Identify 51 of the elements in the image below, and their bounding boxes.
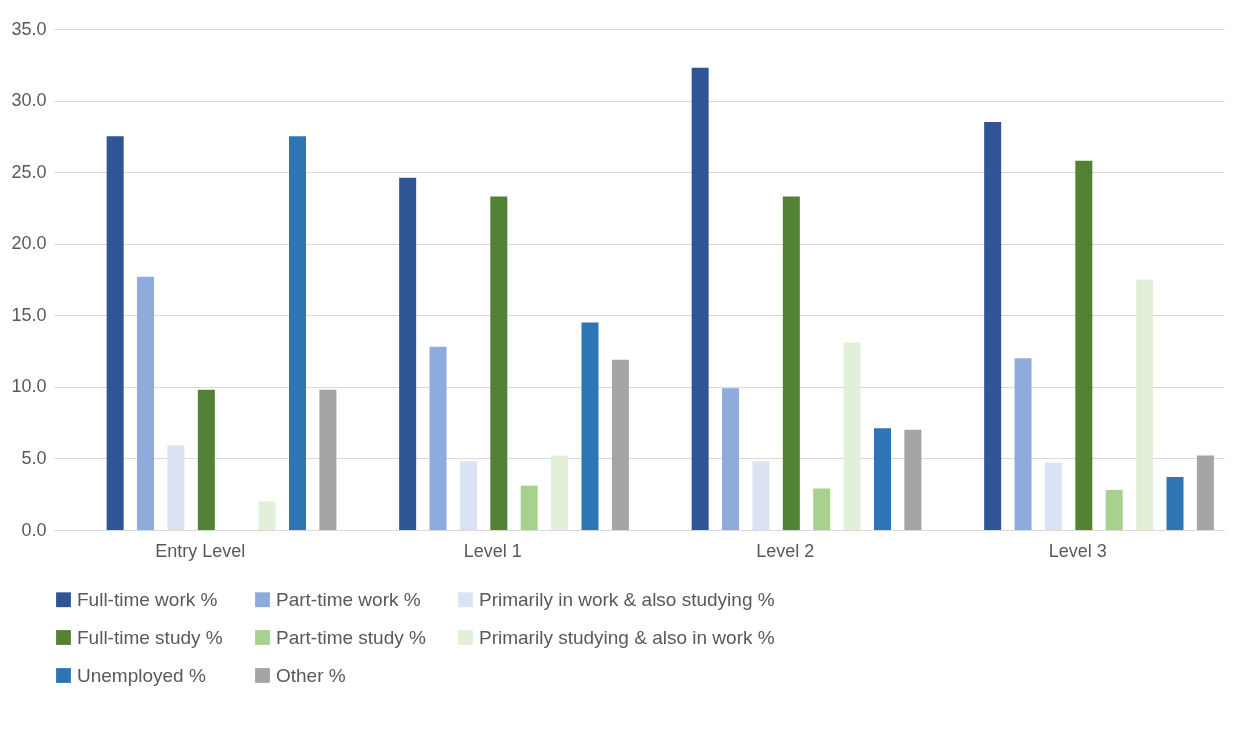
bar — [984, 122, 1002, 530]
bar — [813, 488, 831, 530]
x-tick-label: Entry Level — [155, 540, 246, 561]
x-tick-label: Level 1 — [463, 540, 522, 561]
bar — [1044, 462, 1062, 530]
bar — [167, 445, 185, 530]
x-tick-label: Level 3 — [1048, 540, 1107, 561]
bar — [904, 429, 922, 530]
legend-label: Full-time study % — [77, 626, 223, 648]
bar — [106, 136, 124, 530]
bar — [691, 67, 709, 530]
bar — [520, 485, 538, 530]
bar — [1075, 160, 1093, 530]
bar — [490, 196, 508, 530]
x-tick-label: Level 2 — [756, 540, 815, 561]
bar — [288, 136, 307, 530]
legend-label: Primarily studying & also in work % — [479, 626, 775, 648]
bar — [1136, 279, 1154, 530]
y-tick-label: 10.0 — [11, 376, 47, 397]
bar — [319, 389, 337, 530]
y-tick-label: 5.0 — [21, 447, 47, 468]
bar — [429, 346, 447, 530]
y-tick-label: 0.0 — [21, 519, 47, 540]
bar — [782, 196, 800, 530]
legend-label: Part-time study % — [276, 626, 427, 648]
bar — [1105, 489, 1123, 530]
bar — [722, 388, 740, 530]
y-tick-label: 25.0 — [11, 161, 47, 182]
legend-label: Other % — [276, 664, 346, 686]
bar — [197, 389, 215, 530]
bar — [843, 342, 861, 530]
bar — [258, 501, 276, 530]
legend-label: Primarily in work & also studying % — [479, 588, 775, 610]
bar — [873, 428, 892, 530]
bar — [752, 461, 770, 530]
bar — [459, 461, 477, 530]
y-tick-label: 20.0 — [11, 233, 47, 254]
bar — [1014, 358, 1032, 530]
bar — [1166, 477, 1184, 530]
legend-label: Unemployed % — [77, 664, 206, 686]
bar — [581, 322, 599, 530]
bar — [399, 177, 417, 530]
bar — [137, 276, 155, 530]
y-tick-label: 35.0 — [11, 18, 47, 39]
bar — [611, 359, 629, 530]
y-tick-label: 30.0 — [11, 90, 47, 111]
bar — [551, 455, 569, 530]
bar — [1196, 455, 1214, 530]
legend-label: Part-time work % — [276, 588, 421, 610]
legend-label: Full-time work % — [77, 588, 218, 610]
y-tick-label: 15.0 — [11, 304, 47, 325]
